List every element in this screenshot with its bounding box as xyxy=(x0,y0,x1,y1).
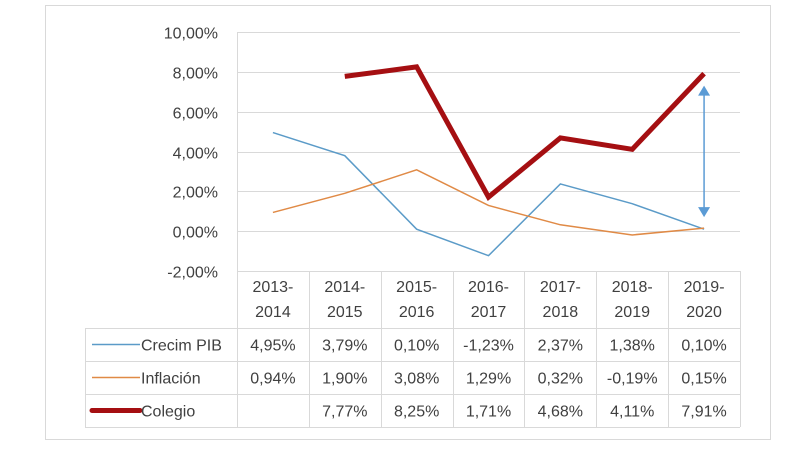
data-label: 0,10% xyxy=(681,338,726,355)
y-tick-label: 4,00% xyxy=(173,146,218,163)
data-label: 0,15% xyxy=(681,371,726,388)
x-category-label: 2016 xyxy=(399,304,435,321)
y-tick-label: 0,00% xyxy=(173,225,218,242)
data-label: 8,25% xyxy=(394,404,439,421)
y-tick-label: 2,00% xyxy=(173,185,218,202)
data-label: 1,90% xyxy=(322,371,367,388)
x-category-label: 2014- xyxy=(324,279,365,296)
x-category-label: 2020 xyxy=(686,304,722,321)
legend-label: Crecim PIB xyxy=(141,338,222,355)
data-label: 1,29% xyxy=(466,371,511,388)
data-label: 4,11% xyxy=(610,404,654,421)
data-label: 7,91% xyxy=(681,404,726,421)
x-category-label: 2018- xyxy=(612,279,653,296)
data-label: 3,08% xyxy=(394,371,439,388)
x-category-label: 2017 xyxy=(471,304,507,321)
x-category-label: 2018 xyxy=(543,304,579,321)
data-label: 1,38% xyxy=(610,338,655,355)
y-tick-label: 6,00% xyxy=(173,106,218,123)
legend-label: Inflación xyxy=(141,371,201,388)
data-label: 4,68% xyxy=(538,404,583,421)
data-label: 3,79% xyxy=(322,338,367,355)
data-label: 7,77% xyxy=(322,404,367,421)
x-category-label: 2019 xyxy=(614,304,650,321)
x-category-label: 2015 xyxy=(327,304,363,321)
x-category-label: 2017- xyxy=(540,279,581,296)
data-label: 2,37% xyxy=(538,338,583,355)
x-category-label: 2016- xyxy=(468,279,509,296)
data-label: -0,19% xyxy=(607,371,658,388)
data-label: 0,10% xyxy=(394,338,439,355)
legend-label: Colegio xyxy=(141,404,195,421)
y-tick-label: 8,00% xyxy=(173,66,218,83)
y-tick-label: 10,00% xyxy=(164,26,218,43)
x-category-label: 2013- xyxy=(252,279,293,296)
x-category-label: 2015- xyxy=(396,279,437,296)
y-tick-label: -2,00% xyxy=(167,265,218,282)
data-label: 0,32% xyxy=(538,371,583,388)
data-label: 4,95% xyxy=(250,338,295,355)
data-label: 0,94% xyxy=(250,371,295,388)
x-category-label: 2014 xyxy=(255,304,291,321)
x-category-label: 2019- xyxy=(684,279,725,296)
data-label: 1,71% xyxy=(466,404,511,421)
data-label: -1,23% xyxy=(463,338,514,355)
